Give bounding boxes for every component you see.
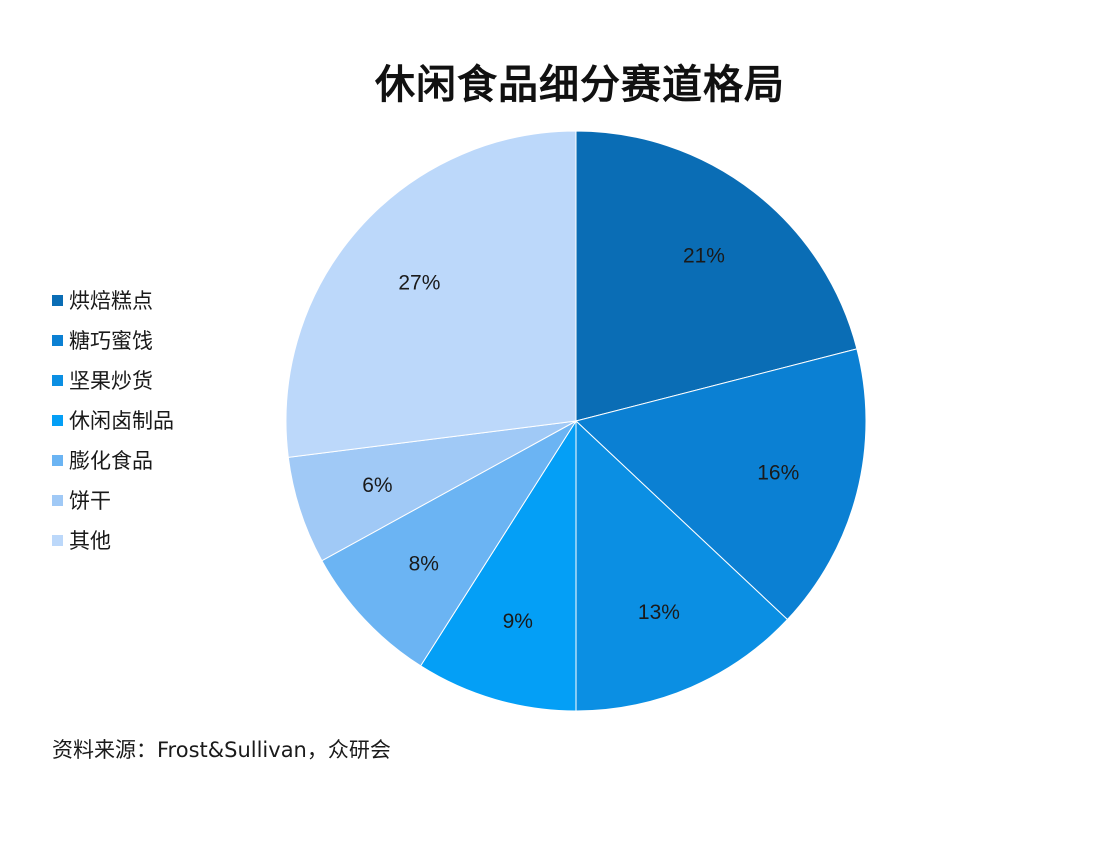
pie-slice-2 (575, 419, 789, 712)
legend-label: 饼干 (69, 489, 111, 513)
legend-swatch (52, 334, 63, 346)
legend-swatch (52, 454, 63, 466)
slice-label-6: 27% (398, 271, 440, 294)
slice-label-0: 21% (683, 245, 725, 268)
legend-item-6: 其他 (52, 520, 174, 560)
legend-swatch (52, 494, 63, 506)
pie-slice-3 (419, 419, 577, 712)
pie-slice-1 (574, 348, 867, 621)
legend: 烘焙糕点糖巧蜜饯坚果炒货休闲卤制品膨化食品饼干其他 (52, 280, 174, 560)
slice-label-4: 8% (409, 552, 439, 575)
pie-slice-0 (575, 130, 858, 422)
legend-item-5: 饼干 (52, 480, 174, 520)
source-note: 资料来源：Frost&Sullivan，众研会 (52, 738, 391, 762)
legend-swatch (52, 534, 63, 546)
legend-label: 其他 (69, 529, 111, 553)
pie-slice-6 (285, 130, 577, 458)
legend-item-4: 膨化食品 (52, 440, 174, 480)
legend-item-2: 坚果炒货 (52, 360, 174, 400)
pie-slice-4 (321, 420, 577, 667)
legend-label: 坚果炒货 (69, 369, 153, 393)
legend-item-1: 糖巧蜜饯 (52, 320, 174, 360)
legend-swatch (52, 414, 63, 426)
chart-title: 休闲食品细分赛道格局 (375, 62, 785, 108)
slice-label-1: 16% (757, 461, 799, 484)
legend-item-0: 烘焙糕点 (52, 280, 174, 320)
legend-swatch (52, 374, 63, 386)
legend-item-3: 休闲卤制品 (52, 400, 174, 440)
legend-label: 糖巧蜜饯 (69, 329, 153, 353)
legend-swatch (52, 294, 63, 306)
legend-label: 烘焙糕点 (69, 289, 153, 313)
legend-label: 膨化食品 (69, 449, 153, 473)
slice-label-5: 6% (362, 474, 392, 497)
slice-label-3: 9% (503, 610, 533, 633)
slice-label-2: 13% (638, 601, 680, 624)
legend-label: 休闲卤制品 (69, 409, 174, 433)
